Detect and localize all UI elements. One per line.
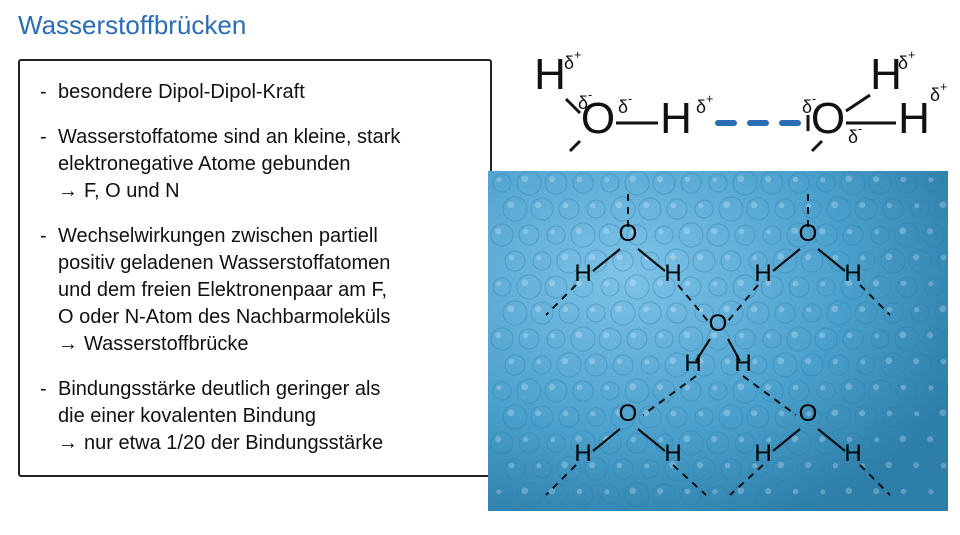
svg-text:H: H [534, 50, 566, 99]
bullet-dash: - [40, 376, 58, 457]
figure-column: OHHδ+δ-δ-δ+OHHδ-δ+δ-δ+ OOOOOHHHHHHHHHH [488, 41, 948, 511]
svg-text:O: O [619, 400, 638, 427]
page-title: Wasserstoffbrücken [0, 0, 960, 41]
bullet-item: -besondere Dipol-Dipol-Kraft [40, 79, 470, 106]
svg-text:δ: δ [564, 53, 574, 73]
bullet-box: -besondere Dipol-Dipol-Kraft-Wasserstoff… [18, 59, 492, 477]
arrow-icon: → [58, 178, 78, 205]
svg-text:H: H [898, 94, 930, 143]
svg-text:+: + [908, 48, 915, 62]
bullet-dash: - [40, 223, 58, 358]
svg-text:H: H [684, 350, 701, 377]
svg-text:O: O [619, 220, 638, 247]
arrow-icon: → [58, 430, 78, 457]
arrow-icon: → [58, 331, 78, 358]
svg-text:δ: δ [578, 93, 588, 113]
svg-text:-: - [812, 92, 816, 106]
svg-text:H: H [754, 440, 771, 467]
svg-text:δ: δ [618, 97, 628, 117]
svg-text:H: H [844, 440, 861, 467]
svg-text:δ: δ [898, 53, 908, 73]
svg-text:O: O [709, 310, 728, 337]
svg-text:-: - [628, 92, 632, 106]
svg-text:δ: δ [930, 85, 940, 105]
lattice-figure: OOOOOHHHHHHHHHH [488, 171, 948, 511]
svg-text:-: - [858, 122, 862, 136]
svg-text:+: + [706, 92, 713, 106]
svg-text:-: - [588, 88, 592, 102]
svg-text:δ: δ [696, 97, 706, 117]
bullet-dash: - [40, 79, 58, 106]
svg-text:H: H [734, 350, 751, 377]
svg-text:H: H [574, 260, 591, 287]
svg-text:δ: δ [802, 97, 812, 117]
bullet-text: Wechselwirkungen zwischen partiellpositi… [58, 223, 470, 358]
svg-text:H: H [844, 260, 861, 287]
svg-text:δ: δ [848, 127, 858, 147]
svg-text:+: + [940, 80, 947, 94]
svg-text:H: H [754, 260, 771, 287]
text-column: -besondere Dipol-Dipol-Kraft-Wasserstoff… [0, 41, 488, 511]
svg-text:O: O [799, 400, 818, 427]
bullet-text: Wasserstoffatome sind an kleine, starkel… [58, 124, 470, 205]
svg-text:H: H [574, 440, 591, 467]
top-molecule-figure: OHHδ+δ-δ-δ+OHHδ-δ+δ-δ+ [488, 41, 948, 171]
svg-text:O: O [799, 220, 818, 247]
bullet-dash: - [40, 124, 58, 205]
svg-text:H: H [660, 94, 692, 143]
svg-text:H: H [664, 260, 681, 287]
svg-text:+: + [574, 48, 581, 62]
bullet-item: -Bindungsstärke deutlich geringer alsdie… [40, 376, 470, 457]
svg-text:H: H [664, 440, 681, 467]
bullet-item: -Wasserstoffatome sind an kleine, starke… [40, 124, 470, 205]
bullet-text: besondere Dipol-Dipol-Kraft [58, 79, 470, 106]
page-body: -besondere Dipol-Dipol-Kraft-Wasserstoff… [0, 41, 960, 511]
bullet-item: -Wechselwirkungen zwischen partiellposit… [40, 223, 470, 358]
bullet-text: Bindungsstärke deutlich geringer alsdie … [58, 376, 470, 457]
